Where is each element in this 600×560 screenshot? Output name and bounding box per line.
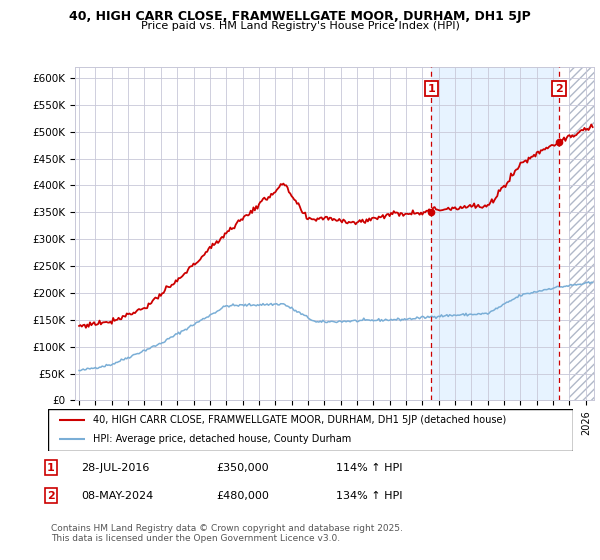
Text: £480,000: £480,000 [216, 491, 269, 501]
Text: HPI: Average price, detached house, County Durham: HPI: Average price, detached house, Coun… [92, 435, 351, 445]
Text: 1: 1 [47, 463, 55, 473]
Text: 2: 2 [555, 83, 563, 94]
Text: Contains HM Land Registry data © Crown copyright and database right 2025.
This d: Contains HM Land Registry data © Crown c… [51, 524, 403, 543]
Text: 40, HIGH CARR CLOSE, FRAMWELLGATE MOOR, DURHAM, DH1 5JP: 40, HIGH CARR CLOSE, FRAMWELLGATE MOOR, … [69, 10, 531, 22]
Text: 28-JUL-2016: 28-JUL-2016 [81, 463, 149, 473]
Text: 2: 2 [47, 491, 55, 501]
Text: Price paid vs. HM Land Registry's House Price Index (HPI): Price paid vs. HM Land Registry's House … [140, 21, 460, 31]
Text: 134% ↑ HPI: 134% ↑ HPI [336, 491, 403, 501]
Text: 08-MAY-2024: 08-MAY-2024 [81, 491, 153, 501]
Text: 114% ↑ HPI: 114% ↑ HPI [336, 463, 403, 473]
Text: £350,000: £350,000 [216, 463, 269, 473]
Text: 1: 1 [427, 83, 435, 94]
Text: 40, HIGH CARR CLOSE, FRAMWELLGATE MOOR, DURHAM, DH1 5JP (detached house): 40, HIGH CARR CLOSE, FRAMWELLGATE MOOR, … [92, 415, 506, 425]
Bar [431, 67, 559, 400]
